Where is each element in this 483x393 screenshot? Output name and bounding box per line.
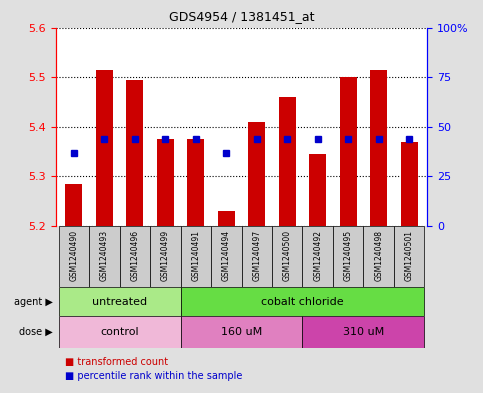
Bar xyxy=(58,287,181,316)
Bar xyxy=(181,226,211,287)
Text: dose ▶: dose ▶ xyxy=(19,327,53,337)
Text: control: control xyxy=(100,327,139,337)
Text: GSM1240493: GSM1240493 xyxy=(100,230,109,281)
Text: GSM1240490: GSM1240490 xyxy=(70,230,78,281)
Text: GSM1240496: GSM1240496 xyxy=(130,230,139,281)
Text: untreated: untreated xyxy=(92,297,147,307)
Bar xyxy=(211,226,242,287)
Text: GSM1240501: GSM1240501 xyxy=(405,230,413,281)
Bar xyxy=(157,139,174,226)
Bar xyxy=(58,226,89,287)
Text: GSM1240497: GSM1240497 xyxy=(252,230,261,281)
Bar xyxy=(96,70,113,226)
Bar xyxy=(58,316,181,348)
Text: GSM1240500: GSM1240500 xyxy=(283,230,292,281)
Text: GSM1240492: GSM1240492 xyxy=(313,230,322,281)
Bar xyxy=(340,77,356,226)
Bar xyxy=(272,226,302,287)
Bar xyxy=(309,154,326,226)
Bar xyxy=(66,184,82,226)
Text: GSM1240498: GSM1240498 xyxy=(374,230,383,281)
Text: agent ▶: agent ▶ xyxy=(14,297,53,307)
Text: ■ percentile rank within the sample: ■ percentile rank within the sample xyxy=(65,371,242,382)
Bar xyxy=(302,316,425,348)
Bar xyxy=(279,97,296,226)
Text: cobalt chloride: cobalt chloride xyxy=(261,297,344,307)
Text: GDS4954 / 1381451_at: GDS4954 / 1381451_at xyxy=(169,10,314,23)
Bar xyxy=(248,122,265,226)
Bar xyxy=(89,226,120,287)
Bar xyxy=(150,226,181,287)
Text: 160 uM: 160 uM xyxy=(221,327,262,337)
Bar xyxy=(394,226,425,287)
Bar xyxy=(370,70,387,226)
Bar xyxy=(333,226,363,287)
Bar xyxy=(120,226,150,287)
Text: GSM1240495: GSM1240495 xyxy=(344,230,353,281)
Bar xyxy=(401,141,417,226)
Bar xyxy=(187,139,204,226)
Bar xyxy=(302,226,333,287)
Text: 310 uM: 310 uM xyxy=(343,327,384,337)
Text: ■ transformed count: ■ transformed count xyxy=(65,356,169,367)
Bar xyxy=(127,80,143,226)
Bar xyxy=(242,226,272,287)
Bar xyxy=(218,211,235,226)
Text: GSM1240491: GSM1240491 xyxy=(191,230,200,281)
Bar xyxy=(181,287,425,316)
Bar xyxy=(181,316,302,348)
Bar xyxy=(363,226,394,287)
Text: GSM1240494: GSM1240494 xyxy=(222,230,231,281)
Text: GSM1240499: GSM1240499 xyxy=(161,230,170,281)
